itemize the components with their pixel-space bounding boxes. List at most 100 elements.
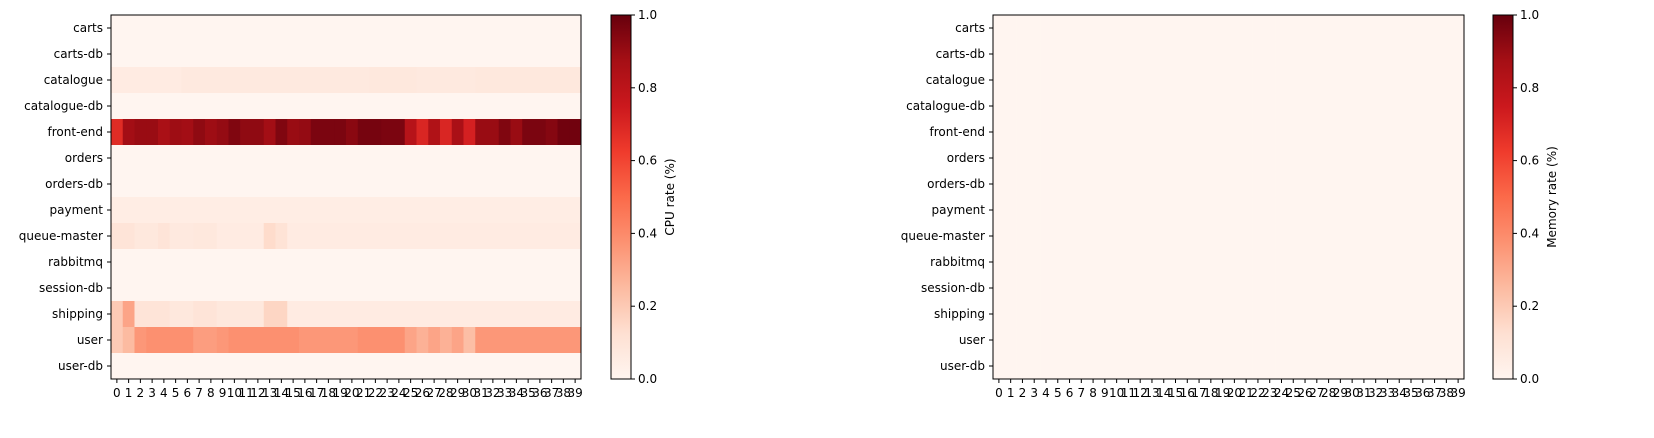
heatmap-cell — [322, 15, 335, 42]
heatmap-cell — [487, 119, 500, 146]
heatmap-cell — [1263, 15, 1276, 42]
heatmap-cell — [134, 353, 147, 380]
heatmap-cell — [111, 327, 124, 354]
heatmap-cell — [1287, 301, 1300, 328]
heatmap-cell — [1216, 301, 1229, 328]
heatmap-cell — [569, 275, 582, 302]
heatmap-cell — [1263, 119, 1276, 146]
heatmap-cell — [134, 301, 147, 328]
heatmap-cell — [1252, 223, 1265, 250]
heatmap-cell — [1428, 145, 1441, 172]
heatmap-cell — [122, 171, 135, 198]
heatmap-cell — [252, 93, 265, 120]
heatmap-cell — [1063, 93, 1076, 120]
heatmap-cell — [569, 67, 582, 94]
heatmap-cell — [993, 145, 1006, 172]
heatmap-cell — [557, 275, 570, 302]
heatmap-cell — [1287, 353, 1300, 380]
heatmap-cell — [369, 197, 382, 224]
heatmap-cell — [1393, 119, 1406, 146]
heatmap-cell — [1134, 327, 1147, 354]
heatmap-cell — [322, 41, 335, 68]
heatmap-cell — [545, 145, 558, 172]
heatmap-cell — [1051, 119, 1064, 146]
heatmap-cell — [322, 145, 335, 172]
heatmap-cell — [1240, 223, 1253, 250]
x-tick-label: 2 — [137, 386, 145, 400]
heatmap-cell — [1263, 223, 1276, 250]
heatmap-cell — [1416, 67, 1429, 94]
heatmap-cell — [498, 353, 511, 380]
heatmap-cell — [463, 353, 476, 380]
heatmap-cell — [463, 301, 476, 328]
heatmap-cell — [299, 197, 312, 224]
heatmap-cell — [1004, 223, 1017, 250]
heatmap-cell — [440, 41, 453, 68]
heatmap-cell — [1228, 223, 1241, 250]
heatmap-cell — [1075, 15, 1088, 42]
heatmap-cell — [287, 93, 300, 120]
x-tick-label: 35 — [520, 386, 535, 400]
heatmap-cell — [122, 327, 135, 354]
heatmap-cell — [158, 119, 171, 146]
heatmap-cell — [993, 197, 1006, 224]
heatmap-cell — [993, 119, 1006, 146]
heatmap-cell — [146, 301, 159, 328]
colorbar-tick-label: 0.8 — [1520, 81, 1539, 95]
heatmap-cell — [1181, 353, 1194, 380]
heatmap-cell — [569, 15, 582, 42]
heatmap-cell — [228, 41, 241, 68]
heatmap-cell — [569, 119, 582, 146]
heatmap-cell — [1040, 67, 1053, 94]
x-tick-label: 19 — [1215, 386, 1230, 400]
heatmap-cell — [240, 93, 253, 120]
heatmap-cell — [1040, 223, 1053, 250]
heatmap-cell — [322, 249, 335, 276]
heatmap-cell — [1334, 249, 1347, 276]
heatmap-cell — [1369, 119, 1382, 146]
x-tick-label: 12 — [1133, 386, 1148, 400]
heatmap-cell — [404, 327, 417, 354]
heatmap-cell — [498, 15, 511, 42]
heatmap-cell — [1051, 145, 1064, 172]
heatmap-cell — [181, 119, 194, 146]
heatmap-cell — [1169, 41, 1182, 68]
heatmap-cell — [181, 145, 194, 172]
heatmap-cell — [1146, 301, 1159, 328]
x-tick-label: 11 — [1121, 386, 1136, 400]
heatmap-cell — [205, 197, 218, 224]
x-tick-label: 23 — [379, 386, 394, 400]
heatmap-cell — [1193, 145, 1206, 172]
heatmap-cell — [1004, 353, 1017, 380]
heatmap-cell — [404, 15, 417, 42]
heatmap-cell — [1134, 223, 1147, 250]
heatmap-cell — [228, 353, 241, 380]
heatmap-cell — [181, 249, 194, 276]
heatmap-cell — [1075, 197, 1088, 224]
heatmap-cell — [463, 197, 476, 224]
x-tick-label: 31 — [473, 386, 488, 400]
heatmap-cell — [263, 327, 276, 354]
heatmap-cell — [1428, 15, 1441, 42]
x-tick-label: 24 — [391, 386, 406, 400]
heatmap-cell — [1063, 67, 1076, 94]
heatmap-cell — [522, 41, 535, 68]
heatmap-cell — [1263, 301, 1276, 328]
heatmap-cell — [1134, 249, 1147, 276]
heatmap-cell — [1193, 327, 1206, 354]
heatmap-cell — [1369, 197, 1382, 224]
heatmap-cell — [1146, 145, 1159, 172]
heatmap-cell — [451, 327, 464, 354]
x-tick-label: 6 — [184, 386, 192, 400]
x-tick-label: 21 — [356, 386, 371, 400]
heatmap-cell — [440, 145, 453, 172]
heatmap-cell — [393, 301, 406, 328]
heatmap-cell — [1193, 223, 1206, 250]
heatmap-cell — [252, 197, 265, 224]
heatmap-cell — [134, 223, 147, 250]
x-tick-label: 37 — [544, 386, 559, 400]
x-tick-label: 9 — [1101, 386, 1109, 400]
heatmap-cell — [216, 301, 229, 328]
heatmap-cell — [1216, 197, 1229, 224]
heatmap-cell — [263, 145, 276, 172]
